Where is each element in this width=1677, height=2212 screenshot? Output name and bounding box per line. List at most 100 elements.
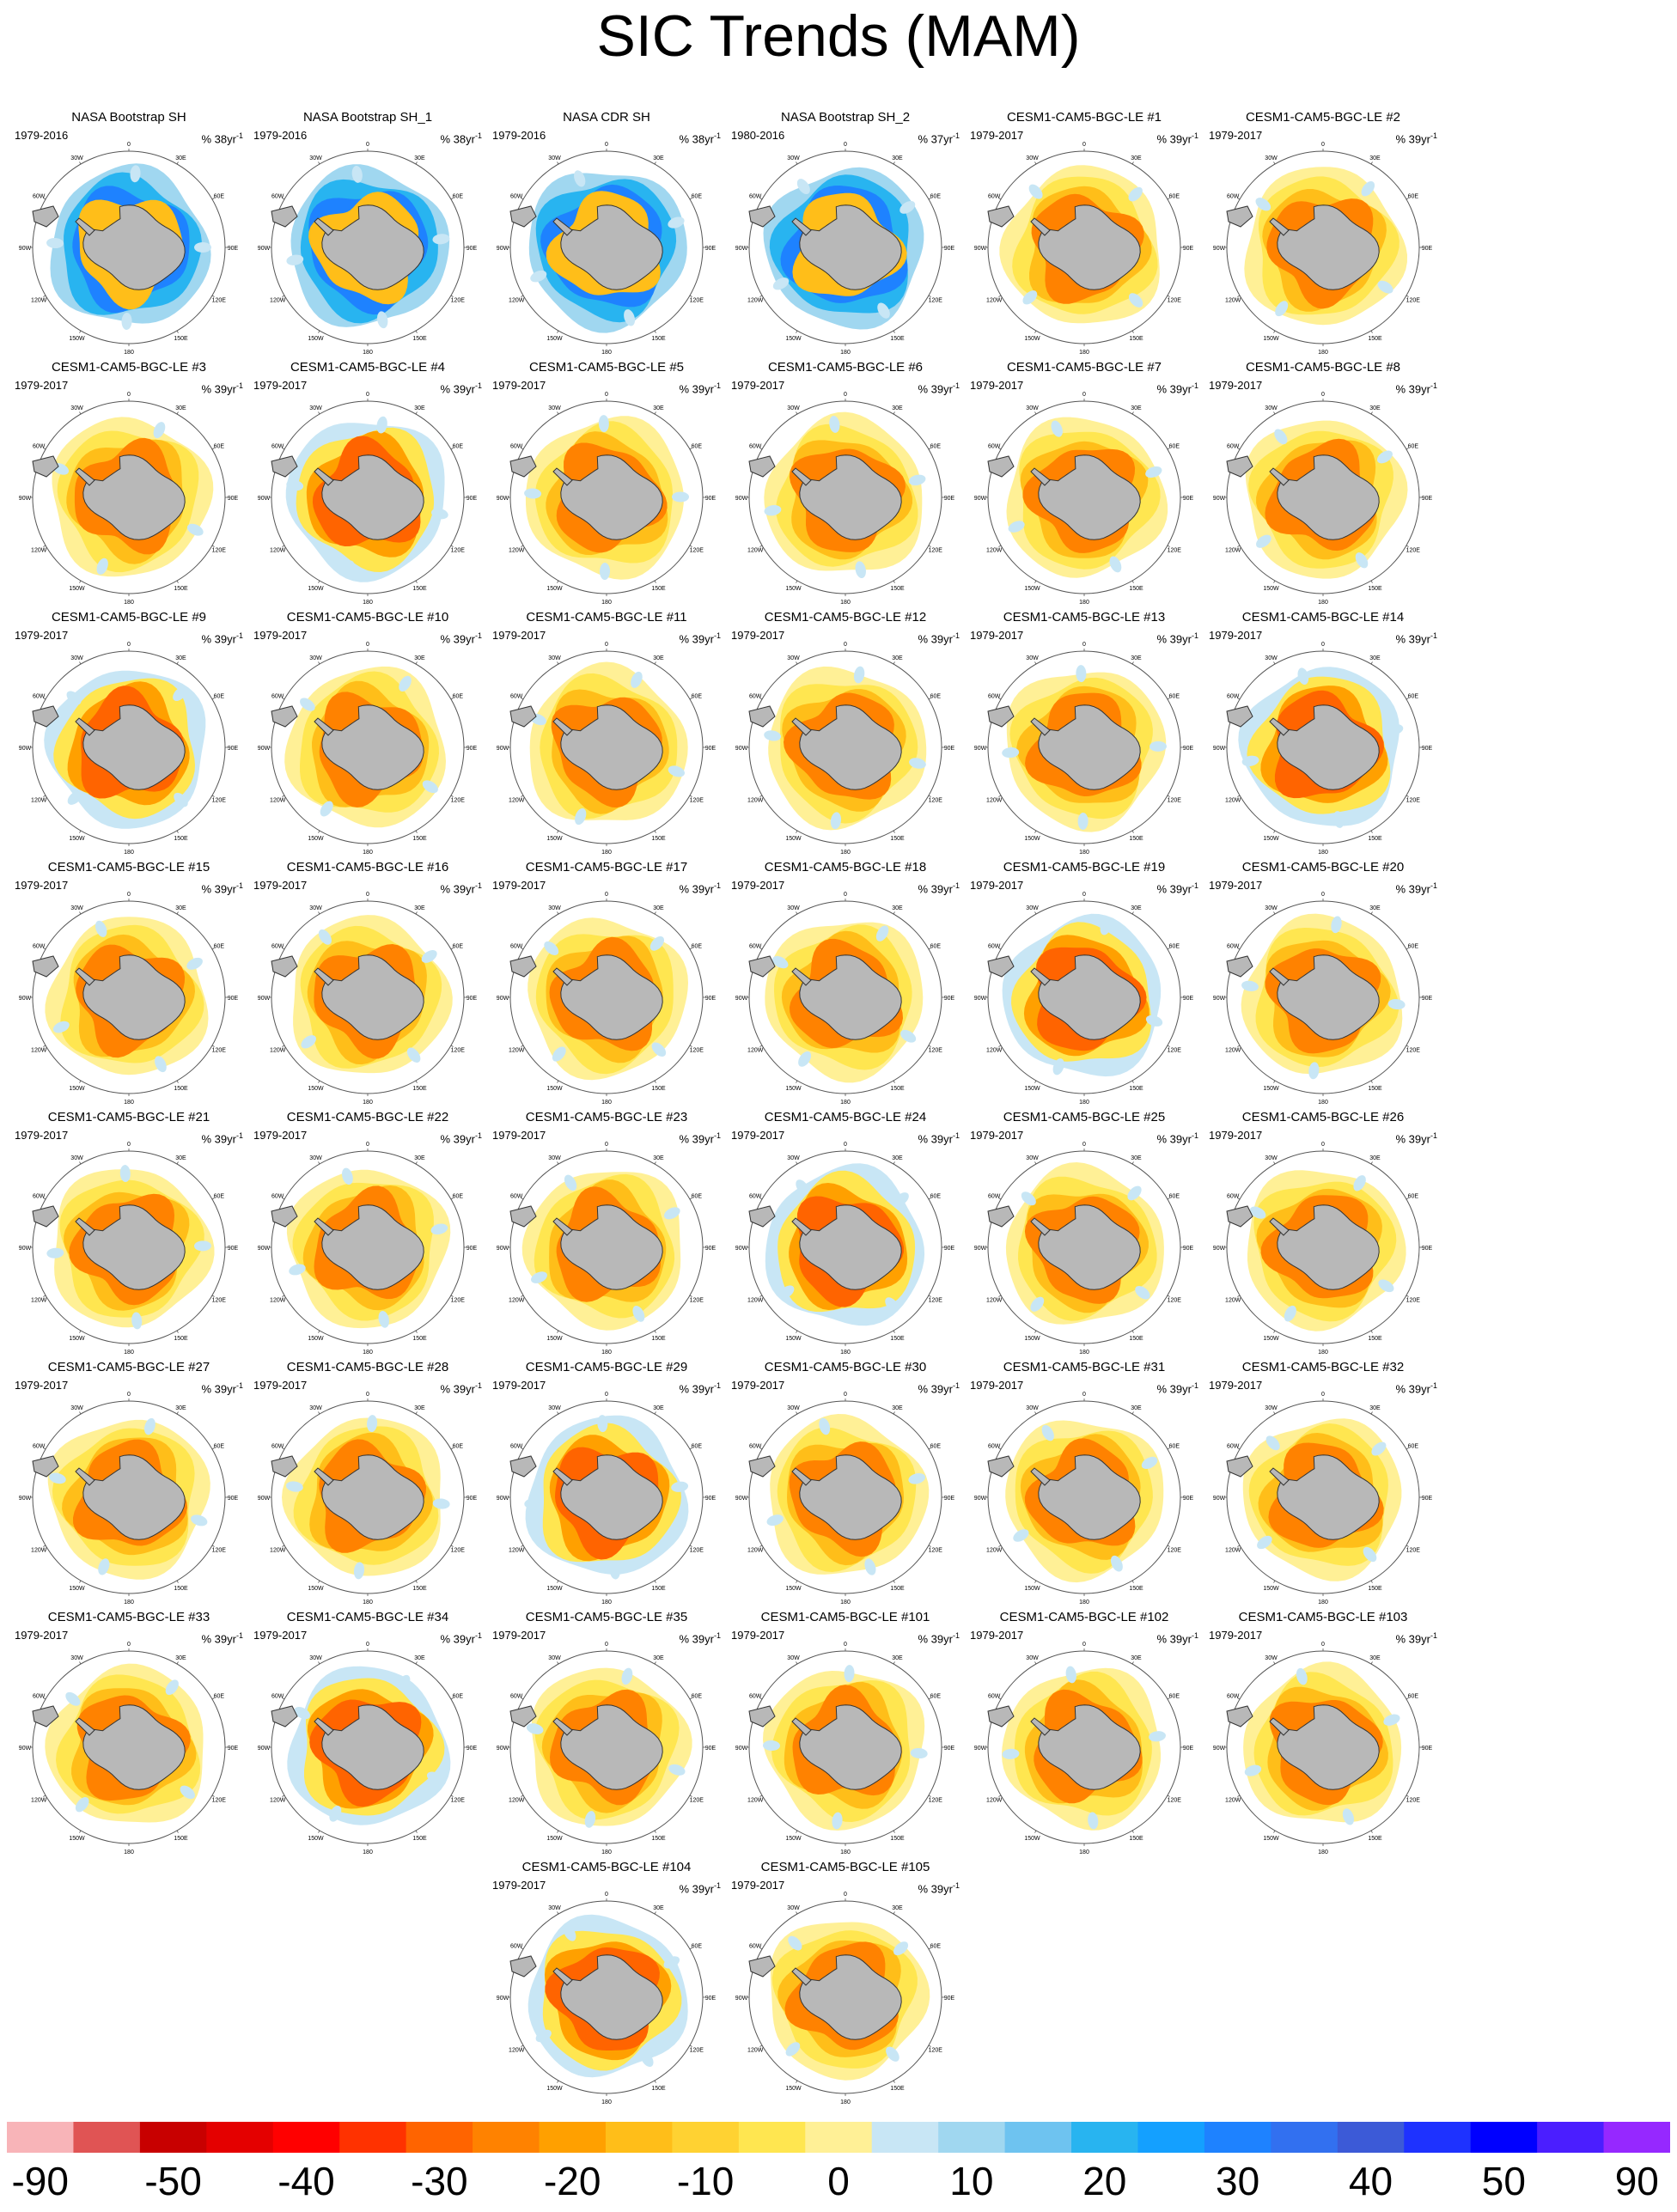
longitude-label: 30E [653, 905, 664, 911]
longitude-label: 60W [988, 194, 1001, 200]
longitude-label: 30E [653, 1405, 664, 1411]
peninsula-land [1269, 1467, 1290, 1486]
sic-trend-patch [663, 1207, 680, 1220]
colorbar-tick-label: -50 [144, 2159, 202, 2203]
sic-trend-patch [1308, 1062, 1320, 1080]
panel-units: % 39yr-1 [202, 379, 243, 396]
longitude-label: 0 [844, 142, 847, 148]
longitude-label: 150W [69, 836, 85, 842]
sic-trend-patch [830, 812, 842, 830]
longitude-label: 150W [546, 1586, 563, 1592]
sic-trend-patch [530, 270, 547, 283]
longitude-tick [928, 1045, 931, 1047]
longitude-tick [79, 830, 82, 833]
panel-units: % 39yr-1 [202, 1379, 243, 1396]
longitude-tick [1370, 330, 1373, 333]
panel-units: % 39yr-1 [680, 1129, 721, 1146]
panel-title: CESM1-CAM5-BGC-LE #7 [1006, 360, 1162, 375]
longitude-tick [318, 161, 320, 165]
panel-years: 1979-2017 [1209, 629, 1263, 642]
longitude-tick [557, 1080, 559, 1083]
colorbar-tick-label: 30 [1216, 2159, 1260, 2203]
longitude-tick [43, 1697, 46, 1700]
longitude-tick [450, 698, 454, 700]
panel-years: 1979-2017 [1209, 379, 1263, 392]
sic-trend-patch [649, 935, 664, 951]
longitude-tick [282, 1447, 285, 1450]
antarctica-land [799, 954, 902, 1040]
longitude-label: 0 [844, 392, 847, 398]
sic-trend-patch [397, 1674, 411, 1691]
sic-trend-patch [1028, 184, 1043, 199]
longitude-label: 30W [309, 655, 322, 661]
longitude-tick [928, 1947, 931, 1950]
panel-years: 1979-2017 [15, 379, 69, 392]
longitude-tick [689, 1045, 692, 1047]
south-america-land [1226, 1455, 1253, 1478]
antarctica-land [82, 1204, 186, 1290]
longitude-tick [43, 1295, 46, 1297]
longitude-label: 90W [19, 746, 32, 752]
longitude-label: 120E [1168, 1798, 1182, 1804]
longitude-tick [43, 295, 46, 297]
south-america-land [1226, 1705, 1253, 1728]
longitude-label: 180 [124, 1600, 134, 1606]
longitude-label: 180 [363, 1350, 373, 1356]
longitude-label: 0 [1321, 642, 1325, 648]
antarctica-land [82, 1704, 186, 1790]
panel-years: 1979-2017 [970, 1629, 1024, 1642]
longitude-label: 150W [1024, 1336, 1040, 1342]
colorbar-tick-label: -10 [676, 2159, 735, 2203]
longitude-label: 150W [1024, 336, 1040, 342]
longitude-tick [1167, 1447, 1170, 1450]
longitude-tick [521, 2044, 524, 2047]
panel-years: 1979-2017 [970, 629, 1024, 642]
longitude-label: 60W [1227, 1444, 1240, 1450]
longitude-tick [689, 1545, 692, 1547]
longitude-label: 120W [747, 1048, 764, 1054]
longitude-label: 60E [1408, 444, 1419, 450]
colorbar-swatch [1337, 2122, 1405, 2153]
sic-trend-patch [844, 1665, 855, 1683]
sic-trend-patch [788, 1935, 802, 1951]
longitude-label: 30W [548, 405, 561, 411]
sic-trend-patch [875, 925, 889, 941]
longitude-label: 30W [548, 1155, 561, 1161]
longitude-label: 120E [212, 548, 227, 554]
longitude-tick [893, 330, 895, 333]
longitude-label: 60W [510, 694, 523, 700]
longitude-tick [1034, 330, 1037, 333]
peninsula-land [1030, 1467, 1051, 1486]
longitude-label: 150E [1368, 1836, 1382, 1842]
longitude-tick [759, 1447, 763, 1450]
sic-trend-patch [67, 790, 82, 805]
longitude-tick [521, 795, 524, 797]
colorbar-tick-label: -30 [411, 2159, 468, 2203]
longitude-label: 60E [692, 694, 703, 700]
sic-trend-patch [796, 179, 810, 195]
map-panel: CESM1-CAM5-BGC-LE #11 1979-2017% 39yr-1 0 3… [487, 610, 726, 859]
longitude-label: 150W [1263, 836, 1279, 842]
longitude-tick [1131, 1161, 1134, 1165]
longitude-label: 60W [33, 944, 46, 950]
sic-trend-patch [798, 1051, 812, 1067]
longitude-label: 150W [1024, 586, 1040, 592]
longitude-label: 60E [214, 1694, 225, 1700]
panel-years: 1979-2017 [492, 1379, 546, 1392]
longitude-tick [1167, 1045, 1170, 1047]
panel-title: CESM1-CAM5-BGC-LE #32 [1241, 1360, 1405, 1374]
sic-trend-patch [621, 1667, 633, 1685]
south-america-land [987, 955, 1015, 978]
longitude-tick [211, 698, 215, 700]
longitude-tick [450, 795, 454, 797]
panel-units-text: % 39yr [1156, 382, 1192, 396]
longitude-label: 60E [214, 444, 225, 450]
colorbar-swatch [672, 2122, 740, 2153]
map-panel: CESM1-CAM5-BGC-LE #13 1979-2017% 39yr-1 0 3… [965, 610, 1204, 859]
longitude-label: 30W [1026, 905, 1039, 911]
longitude-label: 120E [451, 1548, 466, 1554]
south-america-land [271, 1705, 298, 1728]
